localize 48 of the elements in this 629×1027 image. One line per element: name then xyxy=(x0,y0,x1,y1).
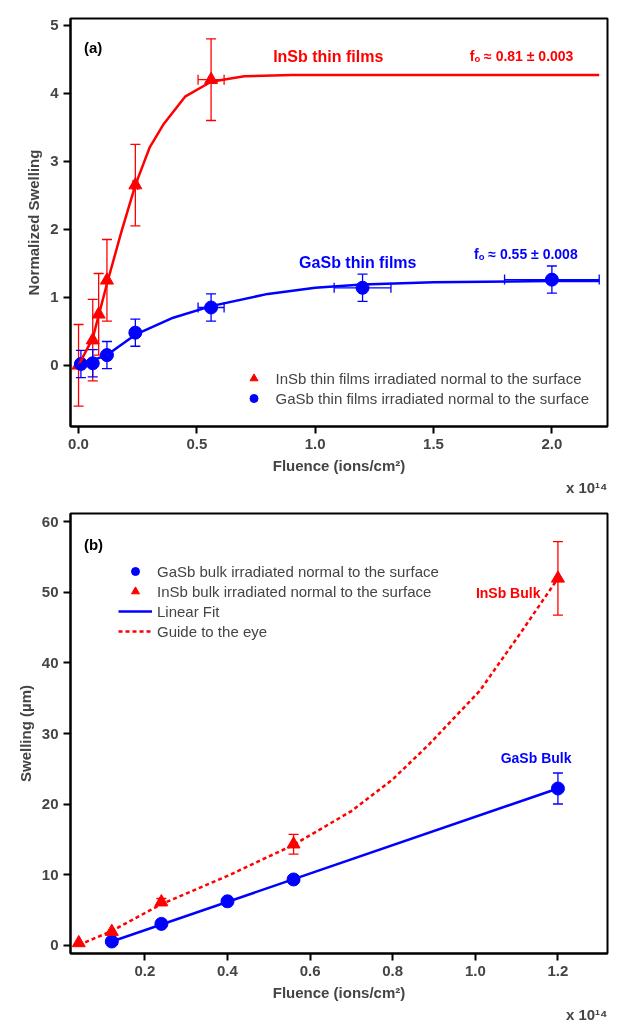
annotation: (a) xyxy=(83,38,103,56)
annotation: GaSb thin films xyxy=(299,253,417,271)
y-tick-label: 4 xyxy=(50,84,60,102)
y-tick-label: 2 xyxy=(50,220,59,238)
x-tick-label: 1.0 xyxy=(464,961,486,979)
annotation: fₒ ≈ 0.55 ± 0.008 xyxy=(474,245,578,262)
annotation: InSb Bulk xyxy=(475,584,541,601)
y-tick-label: 3 xyxy=(50,152,59,170)
point xyxy=(286,836,301,849)
y-tick-label: 5 xyxy=(50,16,59,34)
y-tick-label: 40 xyxy=(41,653,59,671)
y-tick-label: 30 xyxy=(41,724,59,742)
x-tick-label: 0.5 xyxy=(186,434,208,452)
y-tick-label: 10 xyxy=(41,865,59,883)
legend-label: GaSb bulk irradiated normal to the surface xyxy=(157,562,439,580)
legend-label: InSb bulk irradiated normal to the surface xyxy=(157,582,432,600)
legend-label: Guide to the eye xyxy=(157,622,268,640)
x-tick-label: 1.0 xyxy=(304,434,326,452)
annotation: InSb thin films xyxy=(273,47,384,65)
y-tick-label: 1 xyxy=(50,288,59,306)
legend-label: Linear Fit xyxy=(157,602,220,620)
legend-label: InSb thin films irradiated normal to the surface xyxy=(275,369,582,387)
y-tick-label: 0 xyxy=(50,356,59,374)
point xyxy=(71,934,86,948)
x-tick-label: 0.8 xyxy=(382,961,404,979)
y-tick-label: 20 xyxy=(41,795,59,813)
text: x 10¹⁴ xyxy=(565,1005,608,1023)
y-axis-title: Swelling (µm) xyxy=(16,685,34,782)
x-tick-label: 1.5 xyxy=(423,434,444,452)
x-tick-label: 0.0 xyxy=(68,434,89,452)
point xyxy=(550,570,565,583)
annotation: GaSb Bulk xyxy=(500,750,572,767)
y-tick-label: 60 xyxy=(41,512,59,530)
x-tick-label: 2.0 xyxy=(541,434,563,452)
x-axis-title: Fluence (ions/cm²) xyxy=(272,983,406,1001)
x-tick-label: 0.2 xyxy=(134,961,156,979)
point xyxy=(550,781,565,796)
annotation: fₒ ≈ 0.81 ± 0.003 xyxy=(469,48,574,65)
y-axis-title: Normalized Swelling xyxy=(25,149,43,296)
annotation: (b) xyxy=(83,535,104,553)
y-tick-label: 0 xyxy=(50,936,59,954)
text: x 10¹⁴ xyxy=(565,478,608,496)
x-tick-label: 0.6 xyxy=(299,961,321,979)
x-axis-title: Fluence (ions/cm²) xyxy=(272,456,406,474)
x-tick-label: 1.2 xyxy=(547,961,569,979)
y-tick-label: 50 xyxy=(41,583,59,601)
x-tick-label: 0.4 xyxy=(217,961,239,979)
legend-label: GaSb thin films irradiated normal to the surface xyxy=(275,389,589,407)
